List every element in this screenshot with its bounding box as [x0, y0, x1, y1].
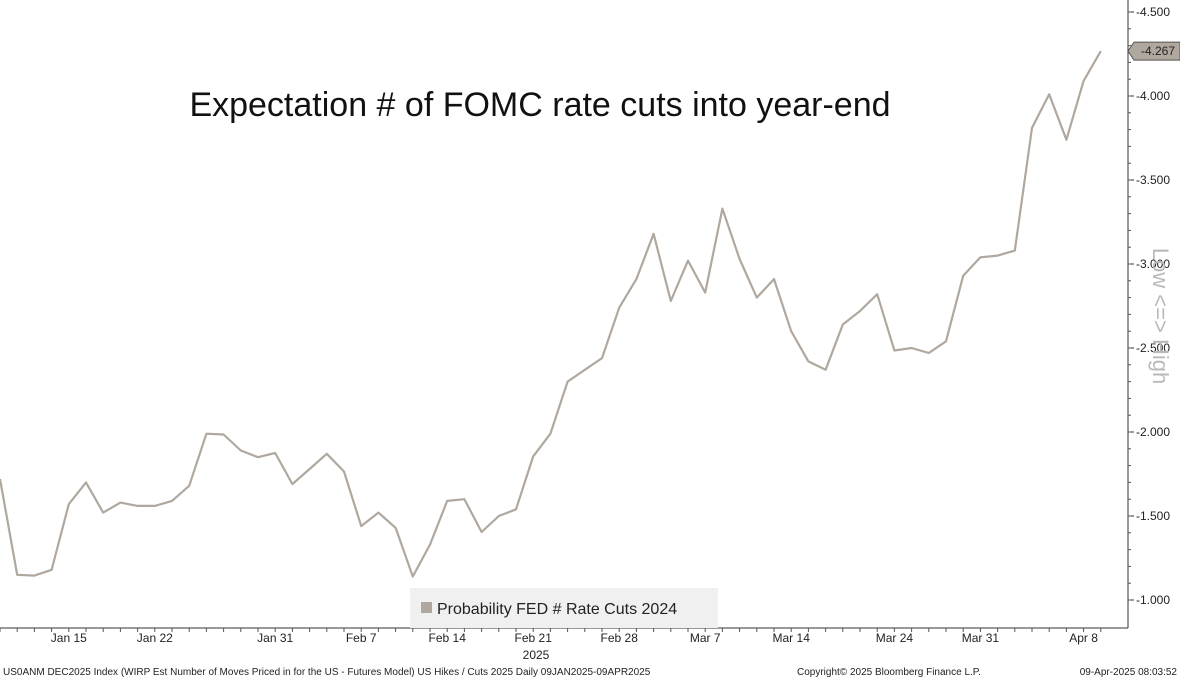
y-tick-label: -3.000 [1136, 257, 1170, 271]
x-tick-label: Jan 15 [51, 631, 87, 645]
x-tick-label: Feb 14 [429, 631, 467, 645]
y-tick-label: -4.500 [1136, 5, 1170, 19]
legend-label: Probability FED # Rate Cuts 2024 [437, 601, 677, 618]
y-axis: -4.500 -4.000 -3.500 -3.000 -2.500 -2.000 -1.5… [1128, 5, 1170, 607]
y-tick-label: -3.500 [1136, 173, 1170, 187]
x-tick-label: Mar 24 [876, 631, 914, 645]
last-value-tag: -4.267 [1127, 41, 1180, 61]
x-tick-label: Jan 22 [137, 631, 173, 645]
x-tick-label: Jan 31 [257, 631, 293, 645]
x-tick-label: Mar 31 [962, 631, 1000, 645]
x-tick-label: Mar 14 [773, 631, 811, 645]
last-value-tag-text: -4.267 [1141, 44, 1175, 58]
x-tick-label: Feb 28 [601, 631, 639, 645]
y-axis-label: Low <=> High [1148, 248, 1173, 384]
legend-swatch [421, 602, 432, 613]
last-value-tag-shape [1127, 41, 1180, 61]
x-axis: Jan 15 Jan 22 Jan 31 Feb 7 Feb 14 Feb 21 Feb 2… [0, 628, 1102, 645]
x-tick-label: Mar 7 [690, 631, 721, 645]
year-label: 2025 [523, 648, 550, 662]
y-tick-label: -2.000 [1136, 425, 1170, 439]
y-tick-label: -1.500 [1136, 509, 1170, 523]
series-line [0, 50, 1102, 578]
footer-timestamp: 09-Apr-2025 08:03:52 [1080, 667, 1178, 678]
x-tick-label: Apr 8 [1069, 631, 1098, 645]
x-tick-label: Feb 21 [515, 631, 553, 645]
y-tick-label: -4.000 [1136, 89, 1170, 103]
x-tick-label: Feb 7 [346, 631, 377, 645]
footer: US0ANM DEC2025 Index (WIRP Est Number of… [3, 667, 1177, 678]
footer-copyright: Copyright© 2025 Bloomberg Finance L.P. [797, 667, 981, 678]
chart-title: Expectation # of FOMC rate cuts into yea… [189, 86, 890, 124]
legend: Probability FED # Rate Cuts 2024 [410, 588, 718, 628]
legend-box [410, 588, 718, 628]
y-tick-label: -2.500 [1136, 341, 1170, 355]
y-tick-label: -1.000 [1136, 593, 1170, 607]
footer-source: US0ANM DEC2025 Index (WIRP Est Number of… [3, 667, 651, 678]
